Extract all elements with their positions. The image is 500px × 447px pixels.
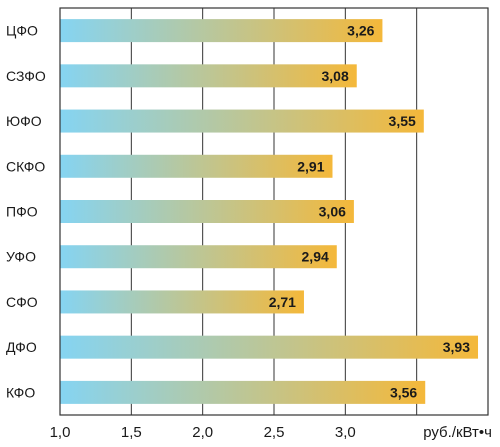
category-label: КФО	[6, 384, 35, 400]
bar	[60, 64, 357, 88]
plot-frame	[59, 7, 489, 416]
value-label: 3,06	[319, 204, 346, 220]
labels: 1,0 1,5 2,0 2,5 3,0 ЦФО 3,26 СЗФО 3,08 ЮФО 3,55 СКФ…	[6, 23, 470, 441]
category-label: УФО	[6, 249, 36, 265]
category-label: ПФО	[6, 204, 38, 220]
value-label: 3,55	[389, 113, 416, 129]
x-tick-label: 2,5	[264, 424, 285, 441]
value-label: 2,71	[269, 294, 296, 310]
value-label: 2,94	[302, 249, 329, 265]
bar	[60, 19, 383, 43]
bar	[60, 290, 304, 314]
bar	[60, 200, 354, 223]
bar	[60, 154, 333, 178]
bar	[60, 380, 426, 404]
bar	[60, 335, 479, 359]
category-label: ЮФО	[6, 113, 42, 129]
category-label: ЦФО	[6, 23, 38, 39]
category-label: СКФО	[6, 158, 45, 174]
value-label: 3,93	[443, 339, 470, 355]
x-tick-label: 3,0	[335, 424, 356, 441]
bar	[60, 109, 424, 133]
value-label: 3,26	[347, 23, 374, 39]
category-label: СЗФО	[6, 68, 46, 84]
value-label: 3,08	[321, 68, 348, 84]
category-label: ДФО	[6, 339, 37, 355]
bar	[60, 245, 337, 269]
x-tick-label: 1,5	[121, 424, 142, 441]
value-label: 3,56	[390, 384, 417, 400]
x-tick-label: 2,0	[192, 424, 213, 441]
x-tick-label: 1,0	[50, 424, 71, 441]
value-label: 2,91	[297, 158, 324, 174]
unit-label: руб./кВт•ч	[423, 424, 492, 441]
category-label: СФО	[6, 294, 38, 310]
bars	[60, 19, 479, 404]
